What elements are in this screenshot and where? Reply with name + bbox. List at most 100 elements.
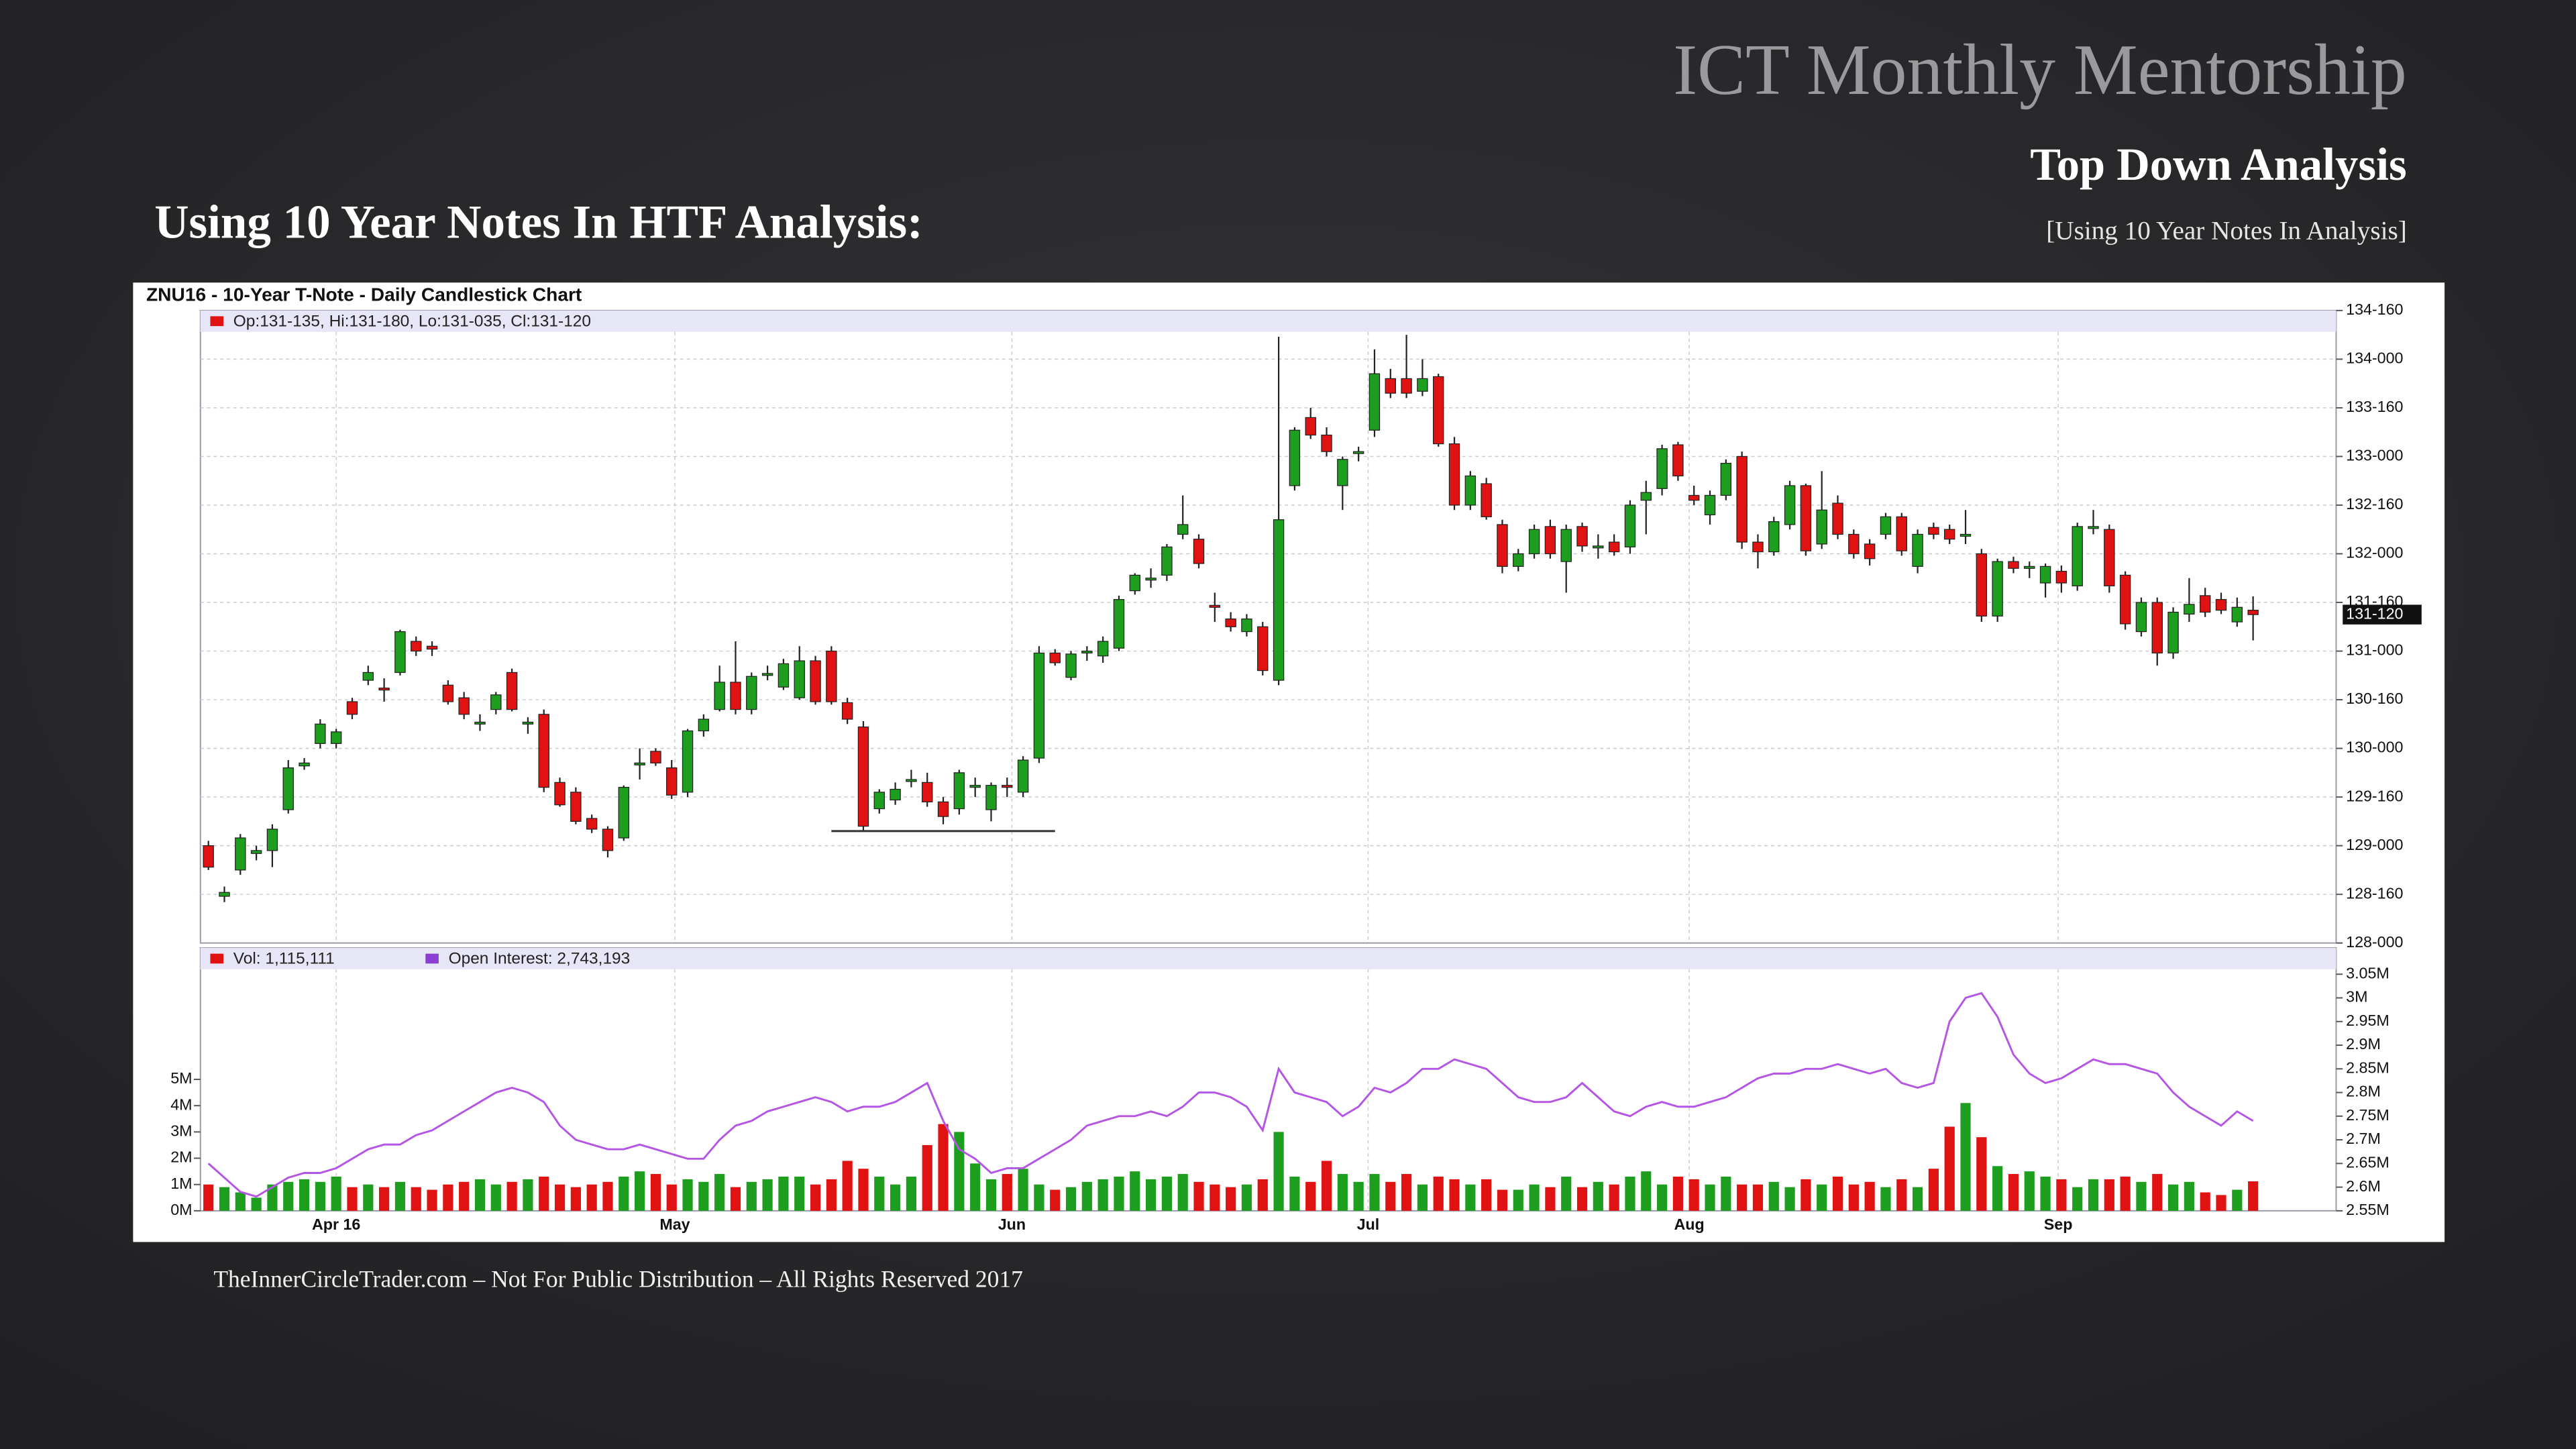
volume-bar	[523, 1179, 533, 1211]
candle-body	[2119, 574, 2131, 625]
volume-bar	[2136, 1181, 2147, 1211]
volume-bar	[1050, 1189, 1061, 1211]
candle-body	[1129, 574, 1140, 592]
candle-body	[362, 672, 374, 681]
volume-bar	[1641, 1171, 1652, 1211]
volume-bar	[379, 1187, 390, 1211]
candle-body	[315, 723, 326, 744]
volume-bar	[1576, 1187, 1588, 1211]
candle-body	[1672, 444, 1684, 477]
y-tick-label: 131-000	[2346, 641, 2403, 659]
volume-bar	[490, 1184, 501, 1211]
candle-body	[794, 660, 805, 698]
candle-body	[1720, 462, 1732, 496]
candle-body	[1481, 483, 1492, 517]
candle-body	[2024, 566, 2035, 569]
candle-body	[890, 788, 901, 801]
oi-tick-label: 3.05M	[2346, 964, 2390, 981]
volume-tick-label: 0M	[170, 1201, 192, 1218]
volume-bar	[474, 1179, 486, 1211]
volume-bar	[2040, 1176, 2051, 1211]
x-tick-label: May	[659, 1216, 690, 1233]
volume-bar	[2008, 1174, 2019, 1211]
candle-body	[1848, 533, 1860, 555]
volume-bar	[1065, 1187, 1077, 1211]
oi-tick-label: 2.75M	[2346, 1106, 2390, 1124]
volume-bar	[1193, 1181, 1204, 1211]
volume-bar	[762, 1179, 773, 1211]
candle-body	[650, 751, 661, 763]
candle-body	[1273, 519, 1285, 681]
oi-swatch	[425, 953, 439, 964]
x-tick-label: Apr 16	[312, 1216, 360, 1233]
oi-tick-label: 2.8M	[2346, 1083, 2381, 1100]
open-interest-line	[207, 991, 2254, 1198]
volume-bar	[985, 1179, 997, 1211]
volume-bar	[602, 1181, 613, 1211]
candle-body	[2104, 529, 2115, 586]
candle-body	[522, 721, 534, 724]
candle-body	[953, 772, 965, 810]
candle-body	[2247, 610, 2259, 615]
candle-body	[826, 650, 837, 702]
last-price-box	[2343, 604, 2422, 625]
volume-bar	[635, 1171, 645, 1211]
candle-body	[746, 676, 757, 710]
volume-bar	[347, 1187, 358, 1211]
footer: TheInnerCircleTrader.com – Not For Publi…	[213, 1265, 1023, 1292]
candle-body	[1049, 652, 1061, 663]
volume-bar	[906, 1176, 917, 1211]
volume-bar	[586, 1184, 597, 1211]
volume-bar	[890, 1184, 901, 1211]
volume-bar	[2232, 1189, 2243, 1211]
volume-bar	[666, 1184, 677, 1211]
candle-body	[1656, 448, 1668, 489]
volume-bar	[2248, 1181, 2259, 1211]
volume-bar	[1832, 1176, 1843, 1211]
volume-bar	[1784, 1187, 1795, 1211]
volume-bar	[283, 1181, 294, 1211]
volume-bar	[1081, 1181, 1092, 1211]
candle-body	[1497, 524, 1508, 567]
volume-bar	[2088, 1179, 2099, 1211]
candle-body	[2039, 566, 2051, 584]
candle-body	[1401, 378, 1412, 394]
candle-body	[1912, 533, 1923, 567]
candle-body	[266, 828, 278, 851]
candle-body	[634, 762, 645, 765]
volume-bar	[1449, 1179, 1460, 1211]
candle-body	[1209, 604, 1221, 608]
volume-bar	[698, 1181, 709, 1211]
volume-bar	[1976, 1137, 1987, 1211]
candle-body	[1033, 652, 1045, 759]
candle-body	[1464, 475, 1477, 506]
volume-bar	[1257, 1179, 1268, 1211]
volume-bar	[506, 1181, 517, 1211]
candle-body	[1257, 626, 1269, 672]
candle-body	[219, 892, 230, 897]
oi-tick-label: 2.65M	[2346, 1154, 2390, 1171]
volume-bar	[2216, 1195, 2226, 1211]
candle-body	[1305, 417, 1316, 436]
volume-bar	[1226, 1187, 1236, 1211]
y-tick-label: 132-000	[2346, 544, 2403, 561]
ohlc-label: Op:131-135, Hi:131-180, Lo:131-035, Cl:1…	[233, 312, 591, 330]
volume-bar	[1481, 1179, 1492, 1211]
volume-bar	[539, 1176, 549, 1211]
volume-bar	[714, 1174, 725, 1211]
last-price-label: 131-120	[2346, 604, 2403, 622]
volume-bar	[2200, 1192, 2210, 1211]
candle-body	[1433, 376, 1444, 445]
candle-body	[1640, 492, 1652, 501]
volume-tick-label: 1M	[170, 1175, 192, 1192]
candle-body	[1017, 759, 1029, 793]
candle-body	[1385, 378, 1396, 394]
candle-body	[937, 801, 949, 817]
volume-bar	[411, 1187, 421, 1211]
candle-body	[906, 779, 917, 782]
candle-body	[1832, 502, 1843, 535]
volume-bar	[2120, 1176, 2131, 1211]
candle-body	[1368, 373, 1381, 431]
oi-tick-label: 2.7M	[2346, 1130, 2381, 1147]
volume-bar	[1241, 1184, 1252, 1211]
